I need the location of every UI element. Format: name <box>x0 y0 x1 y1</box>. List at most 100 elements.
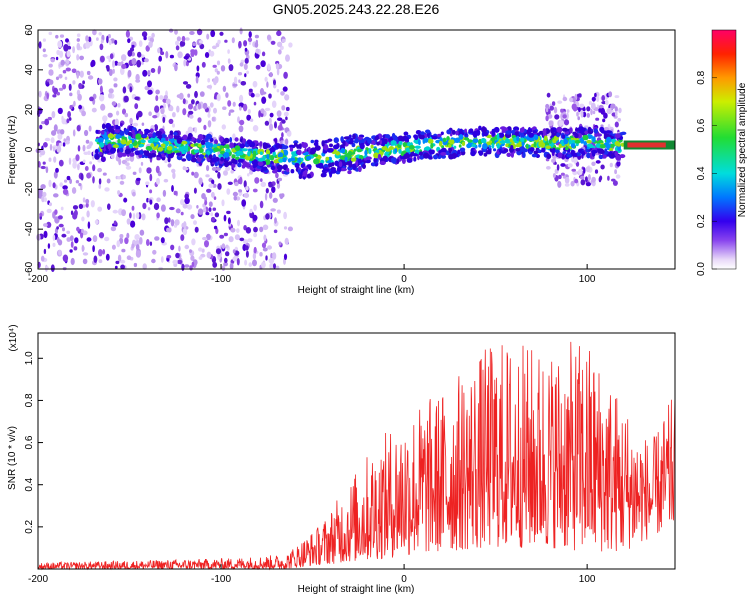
spectrogram-band-cell <box>144 151 150 157</box>
spectrogram-band-cell <box>562 134 566 139</box>
spectrogram-speckle <box>283 111 289 117</box>
spectrogram-band-cell <box>181 158 187 162</box>
spectrogram-speckle <box>261 261 266 269</box>
spectrogram-band-cell <box>506 152 512 157</box>
spectrogram-speckle <box>45 166 49 174</box>
spectrogram-band-cell <box>310 139 315 144</box>
spectrogram-speckle <box>85 202 89 208</box>
spectrogram-speckle <box>262 247 268 252</box>
spectrogram-speckle <box>126 232 130 239</box>
spectrogram-speckle <box>607 175 610 181</box>
spectrogram-speckle <box>243 40 248 47</box>
spectrogram-band-cell <box>353 148 357 152</box>
spectrogram-speckle <box>211 167 217 171</box>
spectrogram-speckle <box>132 122 139 127</box>
spectrogram-speckle <box>58 74 63 79</box>
spectrogram-band-cell <box>418 139 421 146</box>
spectrogram-speckle <box>570 180 575 187</box>
spectrogram-speckle <box>253 246 257 254</box>
spectrogram-speckle <box>160 237 165 244</box>
spectrogram-band-cell <box>352 151 356 155</box>
spectrogram-speckle <box>281 119 286 124</box>
spectrogram-speckle <box>183 55 189 60</box>
spectrogram-band-cell <box>404 136 409 142</box>
spectrogram-speckle <box>131 205 135 211</box>
spectrogram-speckle <box>584 176 588 183</box>
spectrogram-speckle <box>39 212 43 217</box>
colorbar-ticks: 0.0 0.2 0.4 0.6 0.8 <box>696 70 717 276</box>
spectrogram-speckle <box>156 197 161 202</box>
spectrogram-speckle <box>264 193 268 201</box>
spectrogram-speckle <box>615 174 621 179</box>
spectrogram-band-cell <box>371 162 376 167</box>
spectrogram-speckle <box>594 107 599 112</box>
spectrogram-band-cell <box>326 159 331 164</box>
spectrogram-speckle <box>269 112 274 118</box>
spectrogram-speckle <box>171 168 176 174</box>
spectrogram-band-cell <box>145 146 152 151</box>
spectrogram-band-cell <box>529 128 533 133</box>
spectrogram-speckle <box>75 154 80 162</box>
spectrogram-speckle <box>186 204 193 210</box>
spectrogram-band-cell <box>117 151 123 158</box>
spectrogram-speckle <box>100 103 106 111</box>
spectrogram-band-cell <box>370 144 374 149</box>
spectrogram-speckle <box>56 49 61 56</box>
spectrogram-speckle <box>284 94 290 101</box>
spectrogram-speckle <box>232 83 238 87</box>
spectrogram-speckle <box>90 200 95 208</box>
spectrogram-speckle <box>119 180 125 185</box>
spectrogram-speckle <box>98 249 103 257</box>
spectrogram-speckle <box>571 103 577 111</box>
spectrogram-speckle <box>82 80 85 85</box>
spectrogram-speckle <box>62 69 67 74</box>
spectrogram-speckle <box>284 138 289 145</box>
spectrogram-speckle <box>559 120 564 126</box>
spectrogram-band-cell <box>199 148 204 153</box>
spectrogram-speckle <box>87 75 94 80</box>
spectrogram-speckle <box>88 36 92 43</box>
colorbar-tick-label: 0.4 <box>696 166 707 180</box>
spectrogram-speckle <box>102 172 107 176</box>
spectrogram-speckle <box>184 264 190 268</box>
spectrogram-speckle <box>183 59 187 67</box>
spectrogram-speckle <box>591 161 596 166</box>
spectrogram-speckle <box>260 60 266 68</box>
spectrogram-band-cell <box>357 148 363 153</box>
spectrogram-speckle <box>55 76 60 81</box>
spectrogram-band-cell <box>94 154 100 160</box>
spectrogram-band-cell <box>266 144 272 148</box>
spectrogram-speckle <box>614 110 618 117</box>
spectrogram-speckle <box>182 108 187 116</box>
spectrogram-speckle <box>44 118 50 126</box>
spectrogram-band-cell <box>367 137 372 144</box>
spectrogram-speckle <box>608 91 613 98</box>
spectrogram-band-cell <box>413 134 418 139</box>
spectrogram-band-cell <box>505 130 512 135</box>
spectrogram-speckle <box>43 142 48 148</box>
spectrogram-band-cell <box>339 155 345 160</box>
spectrogram-band-cell <box>606 144 611 149</box>
spectrogram-band-cell <box>204 154 209 158</box>
spectrogram-speckle <box>98 259 103 264</box>
spectrogram-x-ticks: -200 -100 0 100 <box>28 264 596 285</box>
snr-y-label: SNR (10 * v/v) <box>7 426 18 490</box>
spectrogram-band-cell <box>181 140 188 145</box>
spectrogram-band-cell <box>224 137 230 144</box>
spectrogram-speckle <box>206 85 213 89</box>
spectrogram-speckle <box>172 112 176 118</box>
spectrogram-speckle <box>223 170 228 176</box>
spectrogram-speckle <box>64 179 68 183</box>
spectrogram-speckle <box>149 173 153 182</box>
spectrogram-speckle <box>209 50 215 57</box>
spectrogram-band-cell <box>297 169 301 175</box>
spectrogram-speckle <box>279 121 283 129</box>
spectrogram-speckle <box>78 104 82 110</box>
y-tick-label: 0.8 <box>24 393 35 407</box>
spectrogram-speckle <box>137 51 142 58</box>
spectrogram-band-cell <box>533 150 539 155</box>
spectrogram-speckle <box>182 228 188 236</box>
spectrogram-band-cell <box>214 162 218 167</box>
spectrogram-speckle <box>281 132 284 138</box>
spectrogram-speckle <box>70 241 74 248</box>
